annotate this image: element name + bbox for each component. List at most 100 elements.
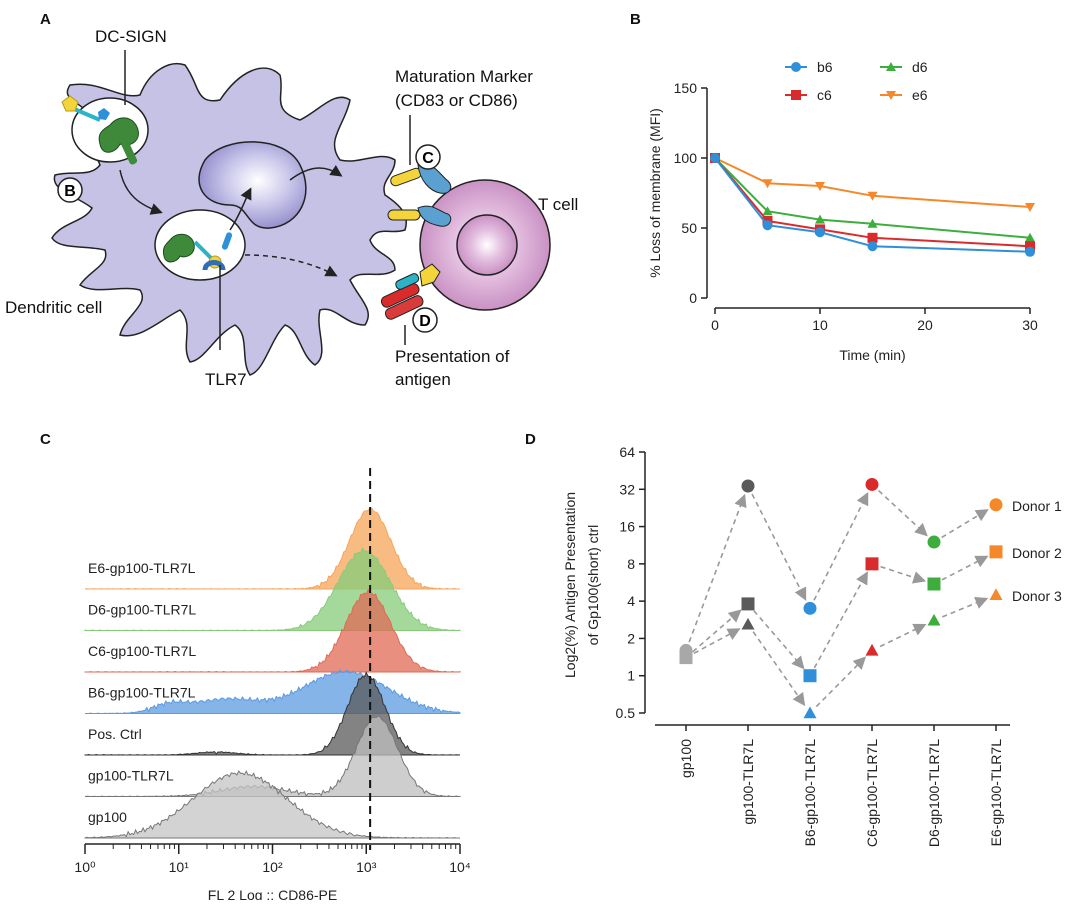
c-histogram-label: D6-gp100-TLR7L <box>88 602 196 618</box>
d-point-Donor 1 <box>989 498 1003 512</box>
d-arrow-Donor 3 <box>693 628 741 655</box>
b-point-e6 <box>815 182 825 191</box>
svg-text:D: D <box>419 313 431 330</box>
d-arrow-Donor 3 <box>942 596 989 618</box>
d-point-Donor 1 <box>803 601 817 615</box>
c-histogram-label: Pos. Ctrl <box>88 726 142 742</box>
d-arrow-Donor 2 <box>880 565 927 584</box>
b-x-tick-label: 0 <box>711 317 719 333</box>
b-x-axis-title: Time (min) <box>839 347 905 363</box>
b-x-tick-label: 10 <box>812 317 828 333</box>
b-legend-label-c6: c6 <box>817 87 832 103</box>
d-arrow-Donor 2 <box>813 571 868 669</box>
c-x-tick-label: 10⁴ <box>449 859 471 875</box>
marker-c: C <box>415 144 441 170</box>
d-point-Donor 1 <box>741 479 755 493</box>
d-y-tick-label: 16 <box>619 519 635 535</box>
arrow-endosome-to-endosome <box>119 169 163 215</box>
arrow-endosome-to-nucleus <box>229 187 252 231</box>
c-histogram-label: gp100-TLR7L <box>88 768 174 784</box>
panel-a-diagram: A <box>5 11 578 389</box>
d-y-axis-title-2: of Gp100(short) ctrl <box>585 525 601 646</box>
arrow-nucleus-to-surface <box>289 165 343 181</box>
c-x-tick-label: 10² <box>262 859 283 875</box>
d-point-Donor 3 <box>741 617 755 630</box>
b-point-c6 <box>867 232 878 243</box>
c-x-tick-label: 10¹ <box>169 859 190 875</box>
b-point-e6 <box>1025 203 1035 212</box>
tlr7-receptor-complex-icon <box>162 232 233 271</box>
d-arrow-Donor 2 <box>753 610 805 670</box>
panel-b-line-chart: B 0 50 100 150 0 10 20 30 Time (min) % Loss of me… <box>630 11 1038 363</box>
c-histogram-label: B6-gp100-TLR7L <box>88 685 196 701</box>
d-point-Donor 2 <box>741 597 755 611</box>
d-y-tick-label: 64 <box>619 444 635 460</box>
panel-c-label: C <box>40 431 51 448</box>
d-point-Donor 3 <box>927 613 941 626</box>
d-x-tick-label: D6-gp100-TLR7L <box>926 739 942 847</box>
d-y-tick-label: 4 <box>627 593 635 609</box>
b-x-tick-label: 20 <box>917 317 933 333</box>
b-y-tick-label: 100 <box>674 150 698 166</box>
c-histogram-gp100 <box>84 770 460 839</box>
d-x-tick-label: B6-gp100-TLR7L <box>802 739 818 847</box>
b-legend-marker-e6 <box>886 91 896 100</box>
label-presentation-1: Presentation of <box>395 347 510 366</box>
c-histogram-label: C6-gp100-TLR7L <box>88 643 196 659</box>
panel-b-label: B <box>630 11 641 28</box>
svg-text:B: B <box>64 183 76 200</box>
b-y-axis-title: % Loss of membrane (MFI) <box>647 108 663 278</box>
d-point-Donor 3 <box>679 651 693 663</box>
d-arrow-Donor 1 <box>878 490 928 537</box>
b-point-b6 <box>762 220 773 231</box>
c-histogram-gp100-TLR7L <box>84 714 461 798</box>
label-tlr7: TLR7 <box>205 370 247 389</box>
panel-d-label: D <box>525 431 536 448</box>
d-x-tick-label: E6-gp100-TLR7L <box>988 739 1004 847</box>
nucleus <box>198 141 307 229</box>
d-arrow-Donor 3 <box>879 623 927 648</box>
d-point-Donor 3 <box>803 706 817 719</box>
marker-d: D <box>412 307 438 333</box>
d-donor-label: Donor 2 <box>1012 545 1062 561</box>
d-arrow-Donor 1 <box>688 493 747 643</box>
d-arrow-Donor 3 <box>815 656 867 708</box>
d-point-Donor 2 <box>865 557 879 571</box>
d-donor-label: Donor 1 <box>1012 498 1062 514</box>
d-point-Donor 3 <box>865 643 879 656</box>
d-y-tick-label: 32 <box>619 481 635 497</box>
d-point-Donor 1 <box>865 477 879 491</box>
b-legend-label-b6: b6 <box>817 59 833 75</box>
b-legend-label-e6: e6 <box>912 87 928 103</box>
label-dc-sign: DC-SIGN <box>95 27 167 46</box>
d-point-Donor 2 <box>989 545 1003 559</box>
d-x-tick-label: gp100-TLR7L <box>740 739 756 825</box>
c-histogram-C6-gp100-TLR7L <box>84 588 461 673</box>
d-point-Donor 2 <box>803 669 817 683</box>
label-t-cell: T cell <box>538 195 578 214</box>
c-histogram-label: E6-gp100-TLR7L <box>88 560 196 576</box>
d-y-tick-label: 8 <box>627 556 635 572</box>
mhc-antigen-complex-icon <box>380 263 441 320</box>
marker-b: B <box>57 177 83 203</box>
b-point-d6 <box>867 218 878 228</box>
arrow-dashed-presentation <box>244 254 338 277</box>
b-point-b6 <box>1025 246 1035 257</box>
d-y-axis-title-1: Log2(%) Antigen Presentation <box>562 492 578 678</box>
label-maturation-1: Maturation Marker <box>395 67 533 86</box>
dc-sign-receptor-icon <box>61 95 139 165</box>
b-point-b6 <box>815 227 825 238</box>
d-x-tick-label: C6-gp100-TLR7L <box>864 739 880 847</box>
b-point-e6 <box>762 179 773 189</box>
c-histogram-label: gp100 <box>88 809 127 825</box>
panel-c-histograms: C E6-gp100-TLR7L D6-gp100-TLR7L C6-gp100-T… <box>40 431 471 900</box>
b-y-tick-label: 50 <box>681 220 697 236</box>
b-legend-marker-d6 <box>886 62 896 71</box>
d-point-Donor 2 <box>927 577 941 591</box>
d-arrow-Donor 2 <box>692 609 742 653</box>
b-point-b6 <box>710 153 720 163</box>
maturation-marker-icon <box>387 163 452 227</box>
svg-text:C: C <box>422 150 434 167</box>
t-cell-nucleus <box>456 214 518 276</box>
b-point-d6 <box>762 206 773 216</box>
